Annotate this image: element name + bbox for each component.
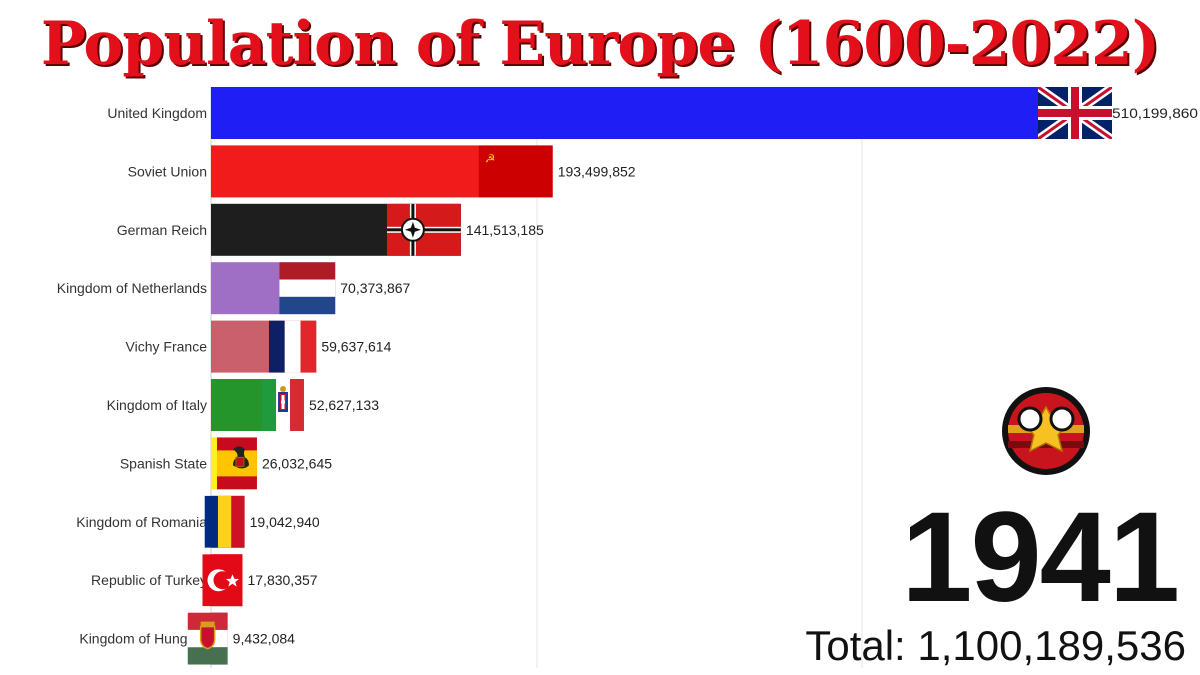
category-label: Republic of Turkey xyxy=(91,572,207,588)
france-flag xyxy=(268,320,317,373)
value-label: 193,499,852 xyxy=(558,163,636,179)
soviet-flag: ☭ xyxy=(478,145,553,198)
bar-row: Vichy France 59,637,614 xyxy=(126,320,392,373)
bar-row: German Reich 141,513,185 xyxy=(117,203,544,256)
value-label: 9,432,084 xyxy=(233,631,295,647)
bar-row: Kingdom of Romania 19,042,940 xyxy=(76,495,320,548)
value-label: 59,637,614 xyxy=(321,339,391,355)
hungary-flag xyxy=(187,612,228,665)
category-label: Kingdom of Hungary xyxy=(79,631,207,647)
category-label: German Reich xyxy=(117,222,207,238)
current-year: 1941 xyxy=(901,486,1180,629)
romania-flag xyxy=(204,495,245,548)
union-jack-flag xyxy=(1038,87,1112,139)
bar xyxy=(211,87,1112,139)
bar-row: Kingdom of Netherlands 70,373,867 xyxy=(57,262,411,315)
value-label: 26,032,645 xyxy=(262,455,332,471)
bar-row: United Kingdom 510,199,860 xyxy=(107,87,1198,139)
value-label: 52,627,133 xyxy=(309,397,379,413)
value-label: 510,199,860 xyxy=(1112,105,1198,121)
spain-flag xyxy=(216,437,257,490)
category-label: Kingdom of Romania xyxy=(76,514,207,530)
category-label: Kingdom of Netherlands xyxy=(57,280,207,296)
value-label: 141,513,185 xyxy=(466,222,544,238)
svg-text:☭: ☭ xyxy=(485,151,496,165)
bar-row: Kingdom of Italy 52,627,133 xyxy=(107,379,379,431)
netherlands-flag xyxy=(279,262,336,315)
value-label: 17,830,357 xyxy=(247,572,317,588)
total-population: Total: 1,100,189,536 xyxy=(805,622,1186,669)
category-label: Kingdom of Italy xyxy=(107,397,207,413)
value-label: 70,373,867 xyxy=(340,280,410,296)
bar-row: Soviet Union ☭ 193,499,852 xyxy=(128,145,636,198)
bar-row: Republic of Turkey 17,830,357 xyxy=(91,554,318,607)
bar-row: Kingdom of Hungary 9,432,084 xyxy=(79,612,295,665)
chart-title: Population of Europe (1600-2022) xyxy=(40,9,1160,79)
bar-row: Spanish State 26,032,645 xyxy=(120,437,332,490)
category-label: Vichy France xyxy=(126,339,208,355)
value-label: 19,042,940 xyxy=(250,514,320,530)
category-label: Soviet Union xyxy=(128,163,207,179)
countryball-icon xyxy=(1002,387,1090,475)
italy-flag xyxy=(262,379,304,431)
reich-war-flag xyxy=(386,203,461,256)
turkey-flag xyxy=(202,554,243,607)
category-label: United Kingdom xyxy=(107,105,207,121)
bars-group: United Kingdom 510,199,860 Soviet Union ☭ 19… xyxy=(57,87,1198,665)
category-label: Spanish State xyxy=(120,455,207,471)
